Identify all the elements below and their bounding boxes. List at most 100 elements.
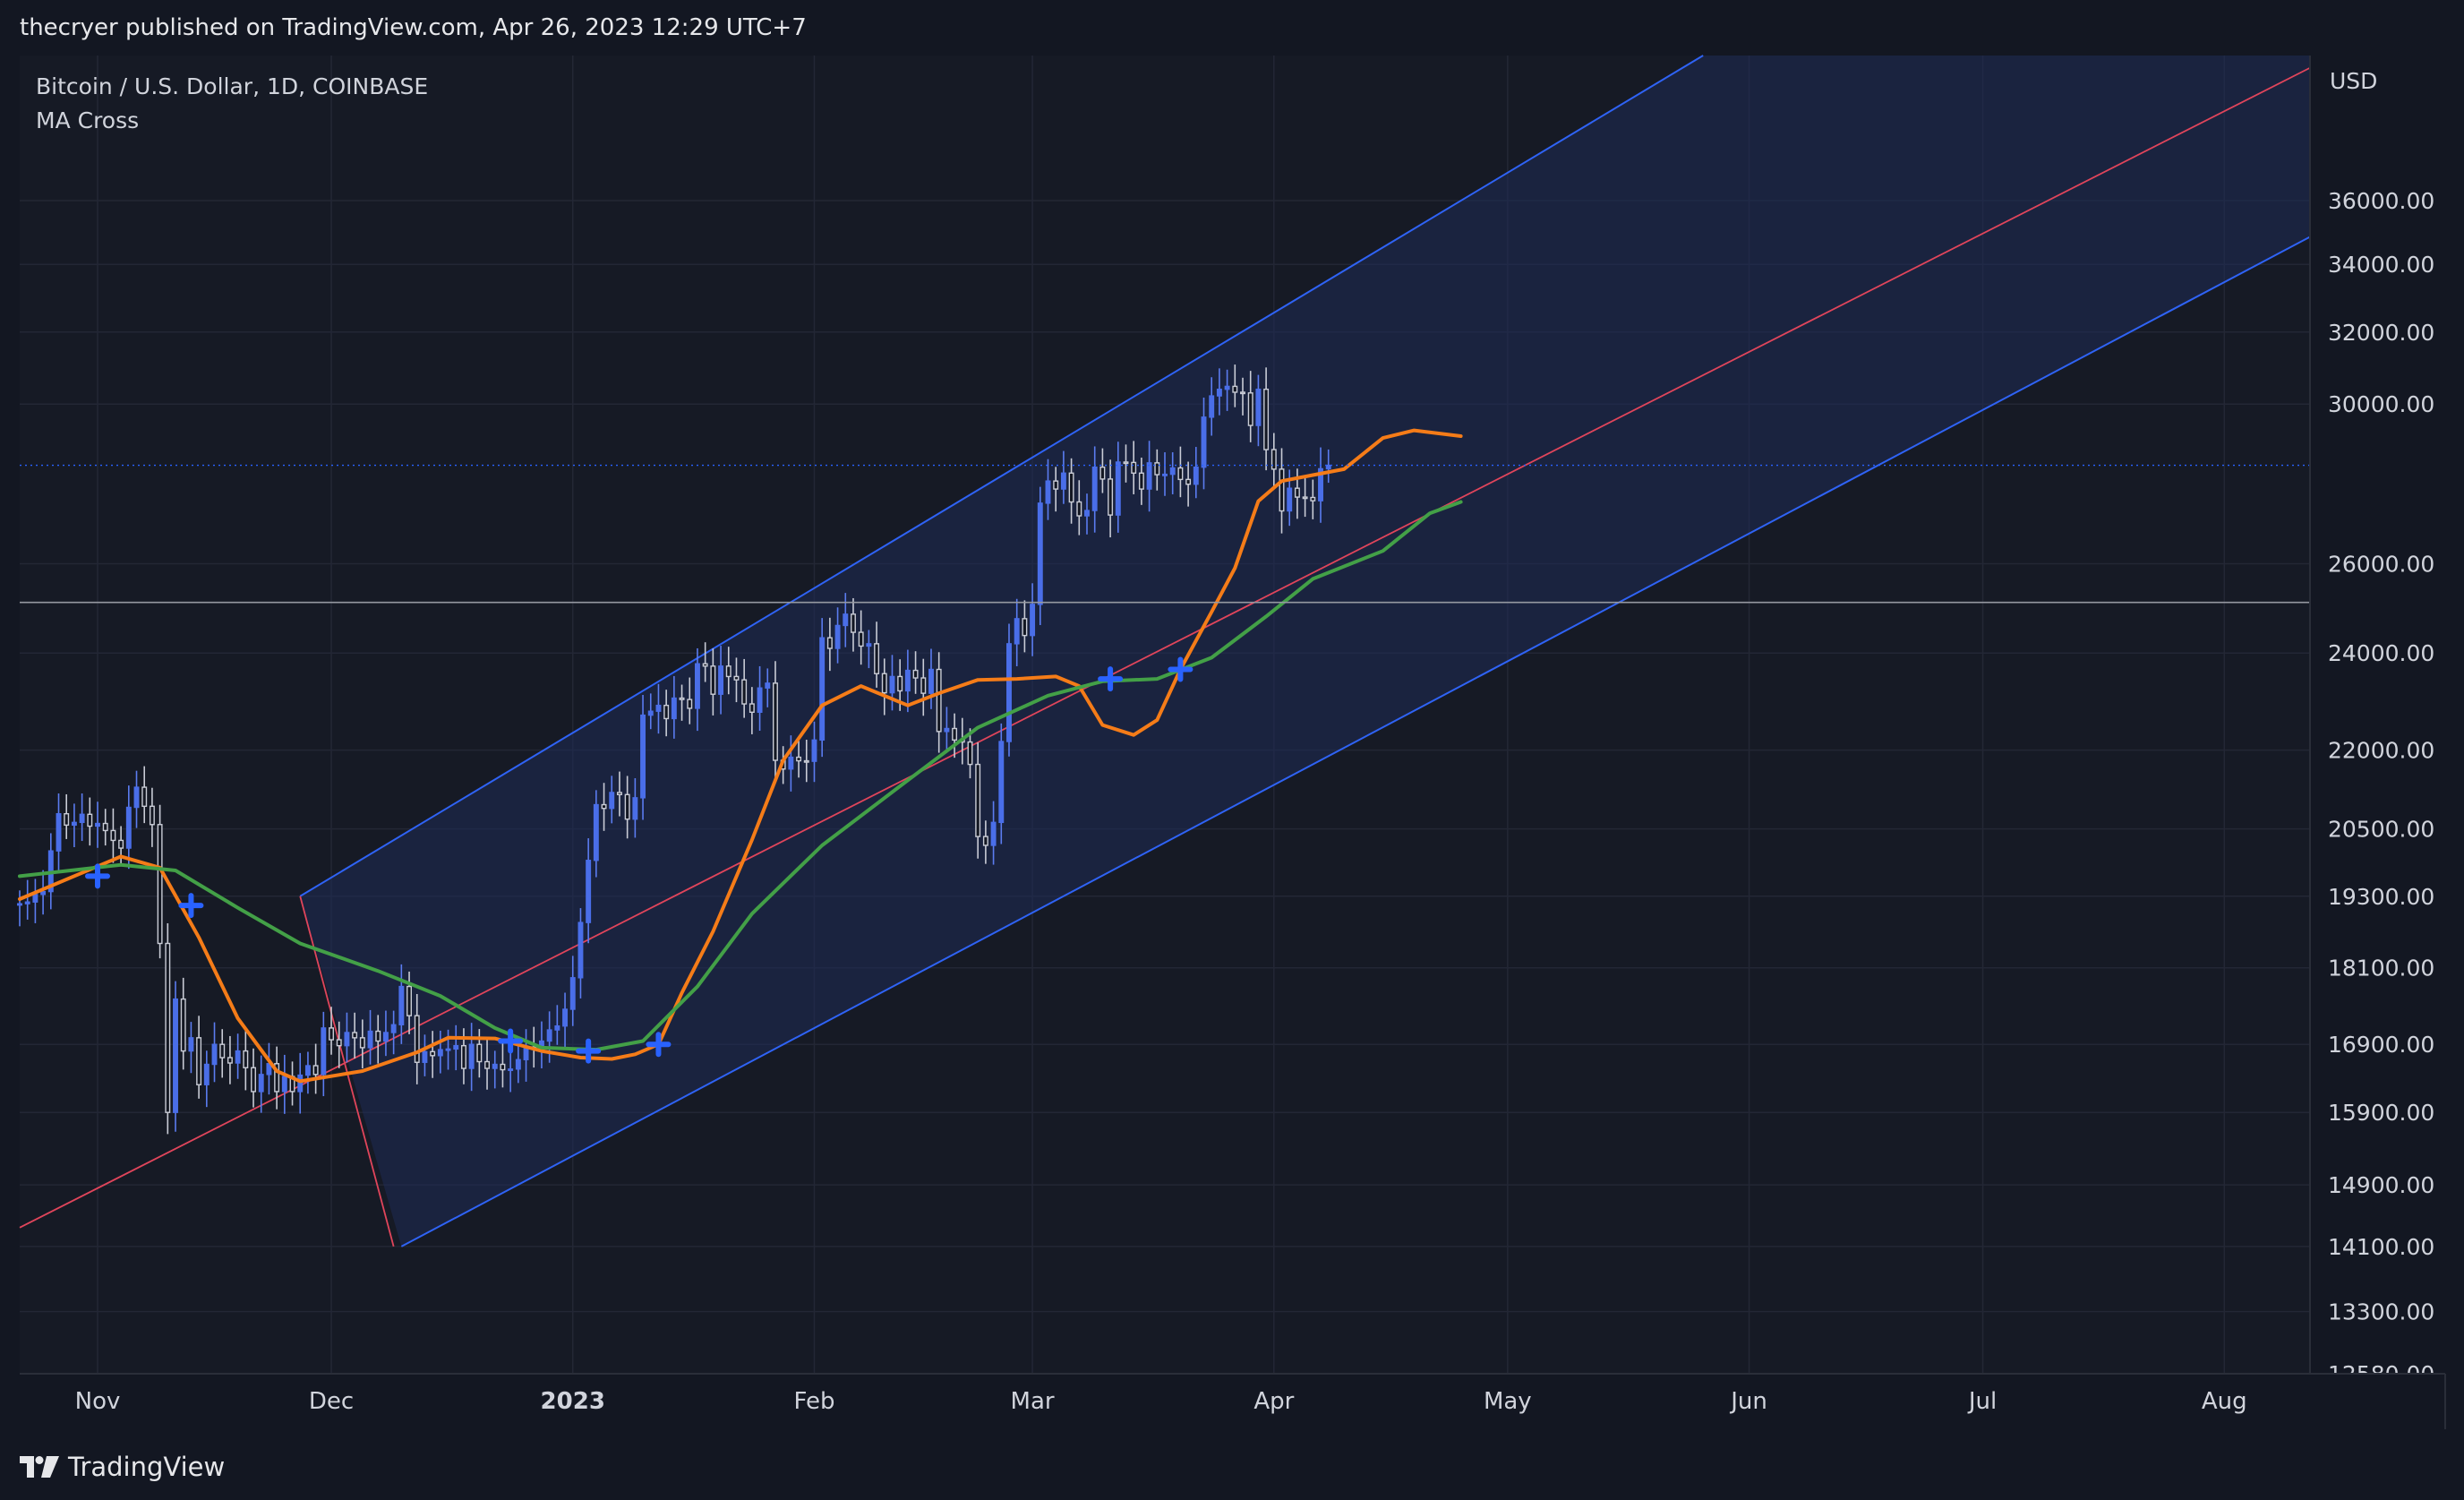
time-tick-label: Jul [1967, 1388, 1997, 1415]
candle-body [609, 792, 615, 810]
candle-body [1177, 467, 1184, 481]
candle-body [1270, 449, 1277, 470]
cross-marker [1098, 666, 1124, 692]
cross-marker [498, 1028, 524, 1054]
candle-body [336, 1039, 342, 1047]
candle-body [1068, 472, 1074, 503]
candle-body [1209, 395, 1215, 418]
candle-body [304, 1065, 311, 1076]
candle-body [788, 756, 794, 770]
candle-body [1232, 385, 1238, 393]
candle-body [819, 637, 826, 741]
candle-body [616, 792, 622, 795]
legend: Bitcoin / U.S. Dollar, 1D, COINBASE MA C… [36, 70, 428, 138]
candle-body [796, 756, 802, 762]
candle-body [655, 704, 662, 712]
candle-body [173, 998, 178, 1113]
candle-body [694, 663, 700, 709]
candle-body [679, 697, 685, 700]
candle-body [671, 697, 677, 720]
candle-body [1115, 461, 1121, 516]
candle-body [546, 1029, 552, 1042]
candle-body [889, 675, 895, 694]
candle-body [102, 822, 108, 832]
tradingview-logo[interactable]: TradingView [20, 1451, 225, 1483]
candle-body [1325, 464, 1331, 470]
candle-body [936, 668, 942, 733]
candle-body [765, 682, 771, 689]
candle-body [1255, 388, 1262, 426]
time-tick-label: Aug [2202, 1388, 2247, 1415]
candle-body [87, 813, 93, 827]
price-tick-label: 24000.00 [2328, 640, 2434, 666]
price-tick-label: 19300.00 [2328, 884, 2434, 910]
candle-body [826, 637, 833, 649]
candle-body [990, 821, 997, 846]
candle-body [352, 1032, 358, 1039]
candle-body [1310, 496, 1316, 501]
candle-body [1162, 473, 1168, 476]
candle-body [967, 741, 973, 766]
channel-upper-line [299, 55, 1704, 897]
ma-line [18, 428, 1463, 1084]
publish-info: thecryer published on TradingView.com, A… [20, 14, 807, 41]
candle-body [180, 998, 186, 1052]
price-tick-label: 14900.00 [2328, 1172, 2434, 1198]
candle-body [460, 1044, 466, 1069]
candle-body [56, 812, 62, 852]
candle-body [165, 942, 171, 1113]
candle-body [203, 1063, 210, 1085]
candle-body [243, 1050, 249, 1068]
pitchfork-channel [19, 55, 2311, 1247]
time-tick-label: Feb [793, 1388, 834, 1415]
candle-body [554, 1025, 560, 1031]
candle-body [437, 1049, 443, 1057]
candle-body [1138, 472, 1144, 490]
candle-body [1201, 416, 1207, 468]
candle-body [484, 1060, 491, 1069]
candle-body [928, 668, 934, 694]
candle-body [866, 643, 872, 647]
candle-body [422, 1050, 428, 1063]
price-tick-label: 32000.00 [2328, 320, 2434, 346]
candle-body [874, 643, 880, 674]
candle-body [803, 759, 809, 763]
header-bar: thecryer published on TradingView.com, A… [0, 0, 2464, 56]
candle-body [975, 763, 981, 837]
candle-body [1302, 496, 1308, 500]
candle-body [1030, 604, 1036, 637]
time-tick-label: 2023 [541, 1388, 605, 1415]
candle-body [702, 663, 708, 667]
candle-body [274, 1063, 280, 1093]
candle-body [1154, 462, 1160, 476]
candle-body [1091, 466, 1098, 511]
candle-body [40, 890, 47, 896]
candle-body [118, 839, 124, 849]
candle-body [500, 1063, 506, 1071]
candle-body [586, 860, 592, 923]
candle-body [258, 1074, 264, 1093]
candle-body [312, 1065, 319, 1076]
cross-marker [576, 1038, 602, 1064]
candle-body [1169, 467, 1176, 476]
candle-body [562, 1008, 569, 1027]
candle-body [211, 1043, 218, 1066]
candle-body [1318, 467, 1323, 501]
candle-body [1060, 472, 1066, 490]
candle-body [663, 704, 670, 720]
candle-body [1037, 502, 1043, 605]
candle-body [593, 803, 599, 861]
cross-marker [178, 893, 204, 919]
candle-body [944, 727, 950, 733]
candle-body [390, 1024, 397, 1033]
candles [17, 364, 1331, 1135]
candle-body [912, 669, 919, 679]
candle-body [1240, 391, 1245, 395]
price-tick-label: 13300.00 [2328, 1299, 2434, 1325]
candle-body [297, 1074, 304, 1093]
candle-body [718, 665, 724, 695]
candle-body [1014, 618, 1020, 645]
candle-body [95, 822, 100, 827]
candle-body [647, 710, 654, 716]
